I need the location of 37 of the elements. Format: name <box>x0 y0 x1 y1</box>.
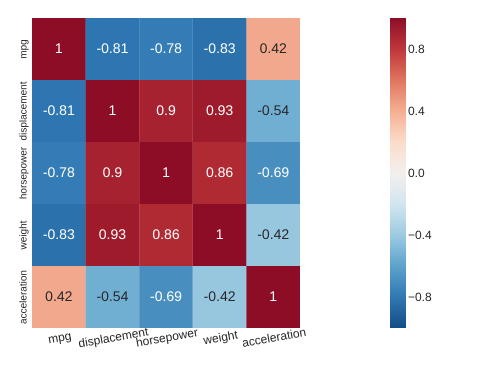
y-tick-label: horsepower <box>18 146 30 200</box>
color-bar-label: −0.4 <box>408 228 432 242</box>
color-bar-label: −0.8 <box>408 290 432 304</box>
x-tick-label: weight <box>201 327 240 348</box>
data-label: -0.69 <box>257 164 290 180</box>
data-label: 0.9 <box>156 102 176 118</box>
data-label: 1 <box>269 288 278 304</box>
data-label: 0.86 <box>206 164 234 180</box>
data-label: -0.69 <box>150 288 182 304</box>
data-label: 0.42 <box>45 288 73 304</box>
data-label: -0.42 <box>204 288 236 304</box>
data-label: 0.93 <box>98 226 126 242</box>
data-label: -0.42 <box>257 226 290 242</box>
x-tick-label: mpg <box>46 328 72 346</box>
data-label: -0.81 <box>42 102 75 118</box>
data-label: 1 <box>162 164 170 180</box>
data-label: -0.81 <box>96 40 129 56</box>
color-bar-label: 0.8 <box>408 42 426 56</box>
data-label: 0.86 <box>152 226 180 242</box>
data-label: 1 <box>216 226 224 242</box>
data-label: -0.78 <box>150 40 182 56</box>
data-label: -0.54 <box>96 288 129 304</box>
data-label: 1 <box>108 102 116 118</box>
color-bar-label: 0.4 <box>408 104 426 118</box>
color-bar-label: 0.0 <box>408 166 426 180</box>
x-tick-label: acceleration <box>240 324 308 350</box>
data-label: -0.54 <box>257 102 290 118</box>
y-tick-label: displacement <box>18 81 30 140</box>
data-label: 1 <box>54 40 63 56</box>
data-label: 0.42 <box>260 40 288 56</box>
data-label: 0.93 <box>206 102 234 118</box>
data-label: -0.83 <box>42 226 75 242</box>
y-tick-label: weight <box>18 220 30 250</box>
data-label: -0.83 <box>204 40 236 56</box>
data-label: -0.78 <box>42 164 75 180</box>
y-tick-label: mpg <box>18 39 30 59</box>
data-label: 0.9 <box>102 164 122 180</box>
